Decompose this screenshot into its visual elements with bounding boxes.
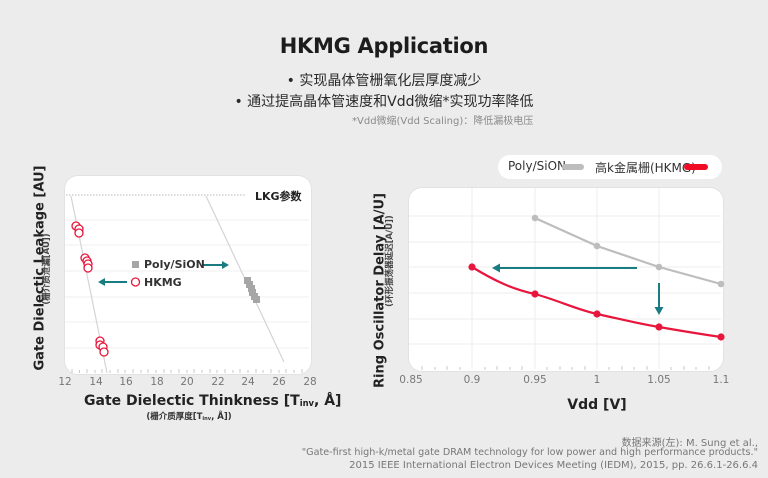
left-x-axis-sublabel: (栅介质厚度[Tinv, Å]): [146, 412, 232, 422]
poly-series: [531, 214, 725, 288]
right-xtick: 0.85: [399, 374, 423, 386]
hkmg-markers: [71, 221, 109, 357]
right-y-axis-sublabel: (环形振荡器延迟[A/U]): [385, 215, 395, 307]
right-xtick: 1.1: [712, 374, 730, 386]
source-line-1: 数据来源(左): M. Sung et al.,: [621, 438, 758, 449]
bullet-1: • 实现晶体管栅氧化层厚度减少: [286, 73, 482, 89]
right-xtick: 0.95: [523, 374, 547, 386]
arrow-down-icon: [654, 283, 664, 315]
left-xtick: 26: [272, 376, 286, 388]
legend-hkmg-label: 高k金属栅(HKMG): [595, 161, 696, 175]
left-xtick: 16: [119, 376, 133, 388]
left-xtick: 14: [89, 376, 103, 388]
left-xtick: 18: [150, 376, 164, 388]
page-title: HKMG Application: [279, 34, 489, 58]
legend-hkmg-circle-icon: [130, 277, 141, 287]
arrow-right-icon: [202, 261, 229, 269]
poly-markers: [244, 277, 260, 303]
source-line-2: "Gate-first high-k/metal gate DRAM techn…: [301, 447, 758, 458]
legend-hkmg-label: HKMG: [144, 276, 182, 289]
legend-poly-square-icon: [132, 261, 139, 268]
left-xtick: 24: [241, 376, 255, 388]
bullet-2: • 通过提高晶体管速度和Vdd微缩*实现功率降低: [234, 94, 534, 110]
left-x-axis-label: Gate Dielectic Thinkness [Tinv, Å]: [84, 393, 342, 409]
footnote: *Vdd微缩(Vdd Scaling)：降低漏极电压: [352, 116, 534, 127]
legend-poly-swatch-icon: [562, 164, 584, 170]
hkmg-series: [468, 263, 725, 341]
legend-poly-label: Poly/SiON: [144, 258, 205, 271]
left-xtick: 12: [58, 376, 72, 388]
lkg-label: LKG参数: [255, 190, 302, 203]
source-line-3: 2015 IEEE International Electron Devices…: [349, 460, 758, 471]
right-chart-legend: Poly/SiON 高k金属栅(HKMG): [498, 155, 722, 179]
right-xtick: 0.9: [463, 374, 481, 386]
right-chart-panel: [408, 187, 724, 372]
arrow-left-icon: [492, 263, 637, 273]
left-xtick: 20: [180, 376, 194, 388]
arrow-left-icon: [98, 278, 127, 286]
left-xtick: 22: [211, 376, 225, 388]
right-x-axis-label: Vdd [V]: [567, 397, 627, 413]
right-xtick: 1.05: [647, 374, 671, 386]
legend-hkmg-swatch-icon: [684, 164, 708, 170]
right-xtick: 1: [593, 374, 601, 386]
legend-poly-label: Poly/SiON: [508, 159, 567, 173]
left-xtick: 28: [303, 376, 317, 388]
left-chart-panel: [64, 175, 312, 375]
